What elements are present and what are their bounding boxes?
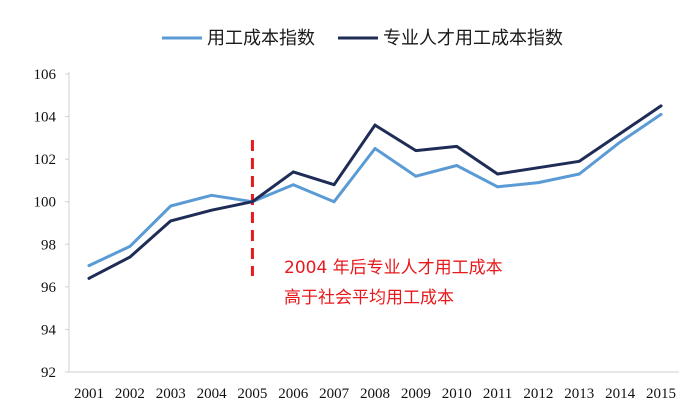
x-tick-label: 2001: [74, 386, 104, 402]
legend-label-cost-index: 用工成本指数: [207, 28, 315, 49]
y-tick-label: 104: [34, 110, 57, 126]
y-tick-labels: 92 94 96 98 100 102 104 106: [34, 67, 69, 381]
series-line-0: [87, 112, 663, 268]
series-1-point: [291, 170, 295, 174]
series-lines: [87, 104, 663, 280]
y-tick-label: 102: [34, 152, 57, 168]
y-tick-label: 98: [41, 237, 56, 253]
series-0-point: [577, 172, 581, 176]
series-line-1: [87, 104, 663, 280]
x-tick-label: 2005: [237, 386, 267, 402]
x-tick-label: 2009: [401, 386, 431, 402]
x-tick-label: 2003: [156, 386, 186, 402]
series-0-point: [87, 264, 91, 267]
x-tick-label: 2013: [564, 386, 594, 402]
series-1-point: [659, 104, 663, 108]
series-0-point: [455, 164, 459, 167]
annotation-line-1: 2004 年后专业人才用工成本: [284, 258, 503, 278]
series-0-point: [414, 174, 418, 178]
x-tick-label: 2015: [646, 386, 676, 402]
series-1-point: [618, 132, 622, 136]
series-1-point: [332, 183, 336, 187]
x-tick-label: 2011: [483, 386, 512, 402]
series-1-point: [169, 219, 173, 223]
axes: [68, 72, 679, 373]
x-tick-label: 2004: [197, 386, 228, 402]
series-0-point: [169, 204, 173, 208]
y-tick-label: 106: [34, 67, 57, 83]
series-0-point: [618, 140, 622, 144]
legend-label-talent-cost-index: 专业人才用工成本指数: [383, 28, 563, 49]
x-tick-labels: 2001 2002 2003 2004 2005 2006 2007 2008 2009 2010…: [74, 386, 676, 402]
x-tick-label: 2002: [115, 386, 145, 402]
x-tick-label: 2008: [360, 386, 390, 402]
series-1-point: [537, 166, 540, 170]
annotation: 2004 年后专业人才用工成本 高于社会平均用工成本: [284, 258, 503, 308]
x-tick-label: 2007: [319, 386, 350, 402]
series-1-point: [577, 159, 581, 163]
x-tick-label: 2012: [523, 386, 553, 402]
series-0-point: [210, 193, 213, 197]
series-0-point: [373, 147, 377, 150]
series-0-point: [291, 183, 295, 187]
series-0-point: [659, 113, 663, 116]
x-tick-label: 2010: [442, 386, 472, 402]
series-1-point: [87, 276, 91, 280]
series-1-point: [496, 172, 499, 176]
series-1-point: [251, 200, 254, 204]
series-1-point: [414, 149, 418, 153]
legend: 用工成本指数 专业人才用工成本指数: [162, 28, 563, 49]
y-tick-label: 94: [41, 322, 57, 338]
y-tick-label: 100: [34, 195, 57, 211]
series-1-point: [128, 255, 132, 259]
series-1-point: [210, 208, 213, 212]
series-0-point: [496, 185, 499, 189]
series-0-point: [332, 200, 336, 204]
x-tick-label: 2014: [605, 386, 636, 402]
annotation-line-2: 高于社会平均用工成本: [284, 288, 454, 308]
series-0-point: [537, 181, 540, 184]
series-1-point: [373, 123, 377, 127]
series-1-point: [455, 144, 459, 148]
x-tick-label: 2006: [278, 386, 309, 402]
series-0-point: [128, 245, 132, 248]
y-tick-label: 92: [41, 365, 56, 381]
y-tick-label: 96: [41, 280, 57, 296]
